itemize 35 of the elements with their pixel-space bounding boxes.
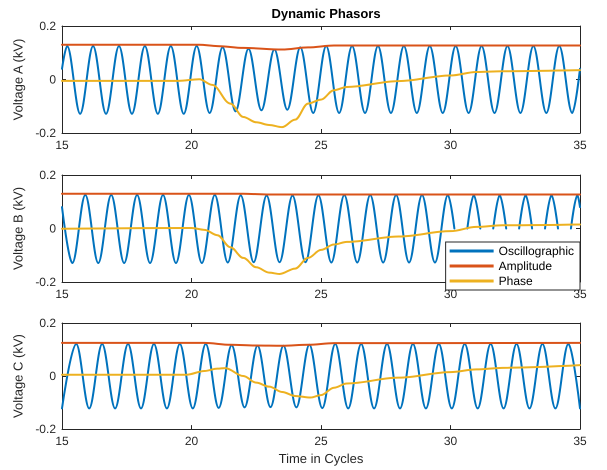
- y-tick-label: 0.2: [39, 19, 56, 33]
- line-series: [61, 45, 581, 115]
- x-tick-label: 15: [55, 138, 69, 152]
- x-tick-label: 20: [184, 287, 198, 301]
- y-tick-label: 0.2: [39, 168, 56, 182]
- y-tick-label: -0.2: [35, 422, 56, 436]
- y-axis-title: Voltage B (kV): [10, 186, 26, 270]
- x-tick-label: 30: [444, 138, 458, 152]
- y-tick-label: -0.2: [35, 126, 56, 140]
- x-tick-label: 25: [314, 287, 328, 301]
- y-tick-label: 0.2: [39, 316, 56, 330]
- x-tick-label: 20: [184, 434, 198, 448]
- x-tick-label: 15: [55, 434, 69, 448]
- x-tick-label: 25: [314, 138, 328, 152]
- line-series: [61, 364, 581, 399]
- x-tick-label: 30: [444, 434, 458, 448]
- y-axis-title: Voltage A (kV): [10, 38, 26, 120]
- y-tick-label: 0: [49, 72, 56, 86]
- x-tick-label: 35: [573, 138, 587, 152]
- y-axis-title: Voltage C (kV): [10, 334, 26, 418]
- x-tick-label: 35: [573, 434, 587, 448]
- legend-label: Phase: [498, 274, 533, 288]
- x-tick-label: 20: [184, 138, 198, 152]
- line-series: [61, 223, 581, 275]
- x-axis-title: Time in Cycles: [278, 451, 364, 466]
- chart-title: Dynamic Phasors: [271, 6, 381, 21]
- line-series: [61, 69, 581, 128]
- line-series: [61, 342, 581, 410]
- legend-label: Amplitude: [498, 259, 552, 273]
- x-tick-label: 25: [314, 434, 328, 448]
- legend-label: Oscillographic: [498, 244, 574, 258]
- y-tick-label: -0.2: [35, 275, 56, 289]
- y-tick-label: 0: [49, 369, 56, 384]
- x-tick-label: 15: [55, 287, 69, 301]
- y-tick-label: 0: [49, 222, 56, 236]
